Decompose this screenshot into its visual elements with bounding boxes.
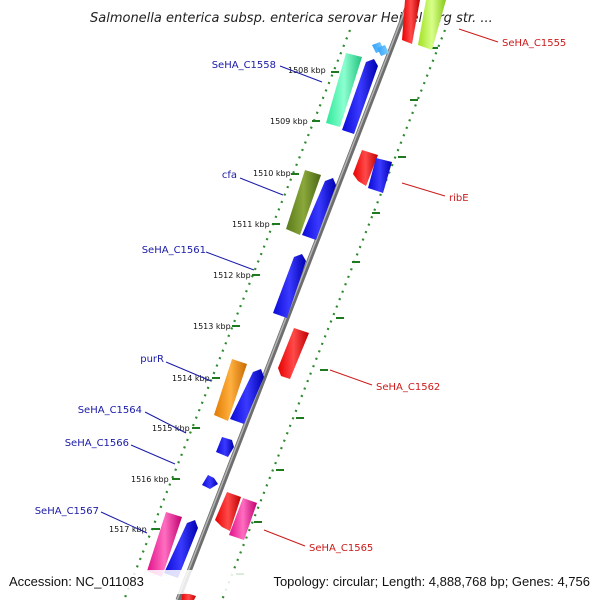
- right-leader-lines: [263, 28, 499, 547]
- genome-summary-text: Topology: circular; Length: 4,888,768 bp…: [273, 574, 590, 589]
- gene-label[interactable]: SeHA_C1567: [35, 506, 99, 517]
- gene-feature-orange[interactable]: [214, 359, 247, 421]
- gene-label[interactable]: SeHA_C1565: [309, 543, 373, 554]
- gene-label[interactable]: SeHA_C1558: [212, 60, 276, 71]
- tick-label: 1512 kbp: [213, 271, 251, 280]
- leader-line: [205, 251, 255, 271]
- small-arrow-marker: [372, 42, 389, 56]
- gene-feature-green[interactable]: [326, 53, 362, 127]
- leader-line: [401, 182, 446, 197]
- leader-line: [329, 369, 373, 386]
- tick-label: 1516 kbp: [131, 475, 169, 484]
- gene-label[interactable]: cfa: [222, 170, 237, 181]
- tick-label: 1514 kbp: [172, 374, 210, 383]
- gene-feature-blue[interactable]: [273, 254, 306, 318]
- gene-feature-blue[interactable]: [342, 59, 378, 134]
- gene-feature-red[interactable]: [278, 328, 309, 379]
- gene-feature-blue[interactable]: [202, 475, 218, 489]
- leader-line: [130, 444, 176, 465]
- footer-backdrop: [0, 570, 600, 594]
- gene-labels: SeHA_C1558 cfa SeHA_C1561 purR SeHA_C156…: [35, 38, 567, 554]
- gene-feature-pink[interactable]: [147, 512, 182, 577]
- gene-feature-pink[interactable]: [229, 498, 257, 540]
- leader-line: [458, 28, 499, 43]
- gene-label[interactable]: SeHA_C1564: [78, 405, 142, 416]
- gene-features-left: [147, 53, 378, 578]
- leader-line: [100, 511, 148, 534]
- tick-label: 1509 kbp: [270, 117, 308, 126]
- gene-feature-red[interactable]: [402, 0, 420, 44]
- tick-label: 1513 kbp: [193, 322, 231, 331]
- gene-feature-blue[interactable]: [230, 369, 264, 424]
- gene-feature-lime[interactable]: [418, 0, 446, 50]
- gene-feature-blue[interactable]: [368, 158, 392, 193]
- tick-label: 1510 kbp: [253, 169, 291, 178]
- genome-backbone: [175, 0, 413, 600]
- gene-label[interactable]: SeHA_C1566: [65, 438, 129, 449]
- leader-line: [263, 529, 306, 547]
- leader-line: [165, 361, 212, 382]
- gene-label[interactable]: purR: [140, 354, 164, 365]
- tick-label: 1515 kbp: [152, 424, 190, 433]
- leader-line: [239, 177, 284, 196]
- tick-labels: 1508 kbp 1509 kbp 1510 kbp 1511 kbp 1512…: [109, 66, 326, 534]
- gene-feature-red[interactable]: [215, 492, 241, 531]
- gene-features-right: [181, 0, 446, 600]
- gene-label[interactable]: SeHA_C1562: [376, 382, 440, 393]
- gene-label[interactable]: SeHA_C1555: [502, 38, 566, 49]
- leader-line: [144, 411, 187, 434]
- left-leader-lines: [100, 65, 323, 534]
- gene-label[interactable]: SeHA_C1561: [142, 245, 206, 256]
- gene-feature-blue[interactable]: [164, 520, 198, 578]
- accession-text: Accession: NC_011083: [9, 574, 144, 589]
- gene-label[interactable]: ribE: [449, 193, 469, 204]
- right-tick-marks: [236, 47, 438, 575]
- left-tick-marks: [152, 71, 339, 530]
- gene-feature-blue[interactable]: [302, 178, 336, 240]
- gene-feature-blue[interactable]: [216, 437, 234, 457]
- tick-label: 1508 kbp: [288, 66, 326, 75]
- tick-label: 1517 kbp: [109, 525, 147, 534]
- gene-feature-olive[interactable]: [286, 170, 321, 235]
- leader-line: [279, 65, 323, 83]
- tick-label: 1511 kbp: [232, 220, 270, 229]
- gene-feature-red[interactable]: [353, 150, 378, 186]
- map-title: Salmonella enterica subsp. enterica sero…: [90, 11, 493, 26]
